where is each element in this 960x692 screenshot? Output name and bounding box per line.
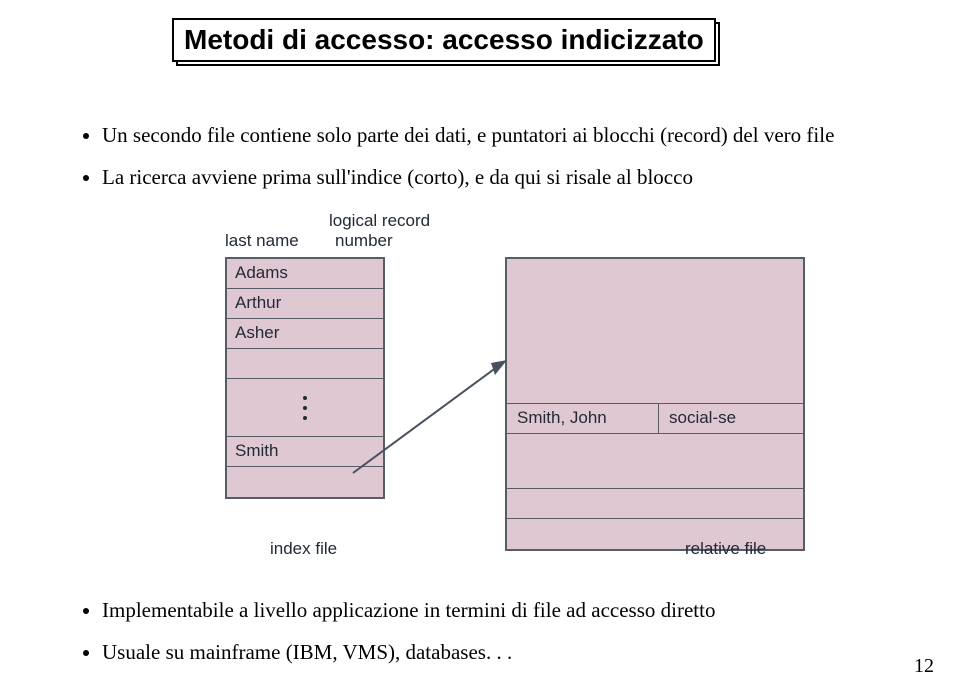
index-row: Arthur — [227, 289, 383, 319]
header-logical-record: logical record — [329, 211, 430, 231]
index-row — [227, 467, 383, 497]
index-row: Adams — [227, 259, 383, 289]
index-row: Asher — [227, 319, 383, 349]
caption-relative-file: relative file — [685, 539, 766, 559]
header-number: number — [335, 231, 393, 251]
bullet-item: Implementabile a livello applicazione in… — [102, 596, 920, 624]
relative-blank-row — [507, 434, 803, 489]
bullet-item: Usuale su mainframe (IBM, VMS), database… — [102, 638, 920, 666]
title-box: Metodi di accesso: accesso indicizzato — [172, 18, 716, 62]
bottom-bullets: Implementabile a livello applicazione in… — [44, 596, 920, 681]
index-diagram: last name logical record number Adams Ar… — [225, 207, 815, 562]
bullet-item: La ricerca avviene prima sull'indice (co… — [102, 163, 920, 191]
ellipsis-icon — [227, 379, 383, 437]
relative-data: social-se — [659, 404, 803, 433]
bullet-item: Un secondo file contiene solo parte dei … — [102, 121, 920, 149]
index-row: Smith — [227, 437, 383, 467]
relative-blank-row — [507, 489, 803, 519]
page-number: 12 — [914, 655, 934, 678]
top-bullets: Un secondo file contiene solo parte dei … — [44, 121, 920, 206]
page-title: Metodi di accesso: accesso indicizzato — [184, 24, 704, 55]
caption-index-file: index file — [270, 539, 337, 559]
index-file-table: Adams Arthur Asher Smith — [225, 257, 385, 499]
relative-name: Smith, John — [507, 404, 659, 433]
index-row — [227, 349, 383, 379]
relative-blank-row — [507, 259, 803, 404]
relative-record-row: Smith, John social-se — [507, 404, 803, 434]
relative-file-table: Smith, John social-se — [505, 257, 805, 551]
header-lastname: last name — [225, 231, 299, 251]
